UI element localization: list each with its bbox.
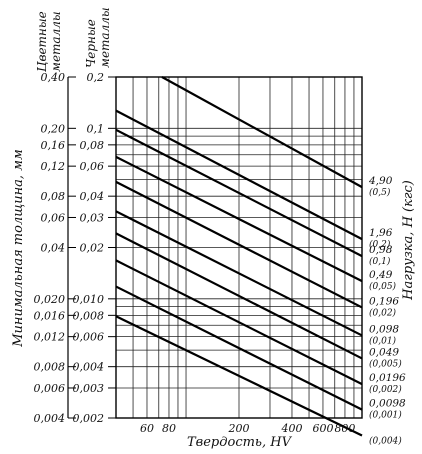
ferrous-header-line1: Черные [84,19,98,68]
load-label-kgf: (0,01) [369,335,397,346]
y-axis-title: Минимальная толщина, мм [11,149,26,348]
load-label-n: 0,98 [369,244,393,256]
nonferrous-tick-label: 0,16 [41,139,66,152]
nonferrous-tick-label: 0,20 [41,122,66,135]
x-tick-label: 800 [334,422,355,435]
load-label-n: 0,49 [369,269,393,281]
load-label-kgf: (0,002) [369,384,402,395]
ferrous-tick-label: 0,002 [73,412,105,425]
load-label-kgf: (0,004) [369,435,402,446]
load-line [115,259,363,386]
ferrous-tick-label: 0,010 [73,293,105,306]
nonferrous-tick-label: 0,020 [34,293,66,306]
series-lines [115,76,363,437]
x-tick-label: 400 [280,422,302,435]
ferrous-tick-label: 0,08 [80,139,105,152]
load-label-kgf: (0,02) [369,307,397,318]
load-label-n: 0,0098 [369,398,406,410]
nonferrous-tick-label: 0,004 [34,412,66,425]
nonferrous-tick-label: 0,40 [41,71,66,84]
load-label-kgf: (0,2) [369,239,391,250]
ferrous-tick-label: 0,003 [73,382,105,395]
load-line [115,285,363,411]
axes [67,76,363,419]
load-label-n: 0,0196 [369,372,406,384]
ferrous-header-line2: металлы [98,7,112,68]
load-label-kgf: (0,05) [369,281,397,292]
load-line [115,109,363,241]
y2-axis-title: Нагрузка, Н (кгс) [401,180,416,301]
load-label-n: 0,049 [369,346,399,358]
nonferrous-header-line2: металлы [49,11,63,72]
nonferrous-tick-label: 0,016 [34,309,66,322]
load-label-n: 0,098 [369,323,399,335]
load-line [161,76,363,189]
nonferrous-tick-label: 0,008 [34,361,66,374]
labels: 0,40 0,2 0,20 0,1 0,16 0,08 0,12 0,06 0,08 0,04 0,… [11,7,416,450]
ferrous-tick-label: 0,03 [80,211,105,224]
nonferrous-tick-label: 0,04 [41,242,66,255]
ferrous-tick-label: 0,1 [87,122,105,135]
ferrous-tick-label: 0,004 [73,361,105,374]
x-axis-title: Твердость, HV [187,435,293,450]
load-label-n: 4,90 [368,175,393,187]
load-label-kgf: (0,5) [369,187,391,198]
load-label-kgf: (0,001) [369,410,402,421]
ferrous-tick-label: 0,04 [80,190,105,203]
nonferrous-tick-label: 0,06 [41,211,66,224]
x-tick-label: 200 [228,422,250,435]
load-label-kgf: (0,005) [369,358,402,369]
ferrous-tick-label: 0,06 [80,160,105,173]
load-line [115,155,363,283]
load-label-n: 1,96 [369,227,393,239]
load-line [115,180,363,309]
x-tick-label: 600 [312,422,333,435]
ferrous-tick-label: 0,008 [73,309,105,322]
load-line [115,210,363,337]
nonferrous-tick-label: 0,08 [41,190,66,203]
ferrous-tick-label: 0,2 [87,71,105,84]
nonferrous-tick-label: 0,012 [34,331,66,344]
load-line [115,232,363,360]
nonferrous-tick-label: 0,12 [41,160,66,173]
load-label-kgf: (0,1) [369,256,391,267]
ferrous-tick-label: 0,006 [73,331,105,344]
grid [115,76,363,419]
load-label-n: 0,196 [369,295,399,307]
load-line [115,315,363,437]
x-tick-label: 60 [140,422,154,435]
load-line [115,128,363,258]
ferrous-tick-label: 0,02 [80,242,105,255]
nonferrous-tick-label: 0,006 [34,382,66,395]
nonferrous-header-line1: Цветные [35,11,49,72]
x-tick-label: 80 [162,422,176,435]
